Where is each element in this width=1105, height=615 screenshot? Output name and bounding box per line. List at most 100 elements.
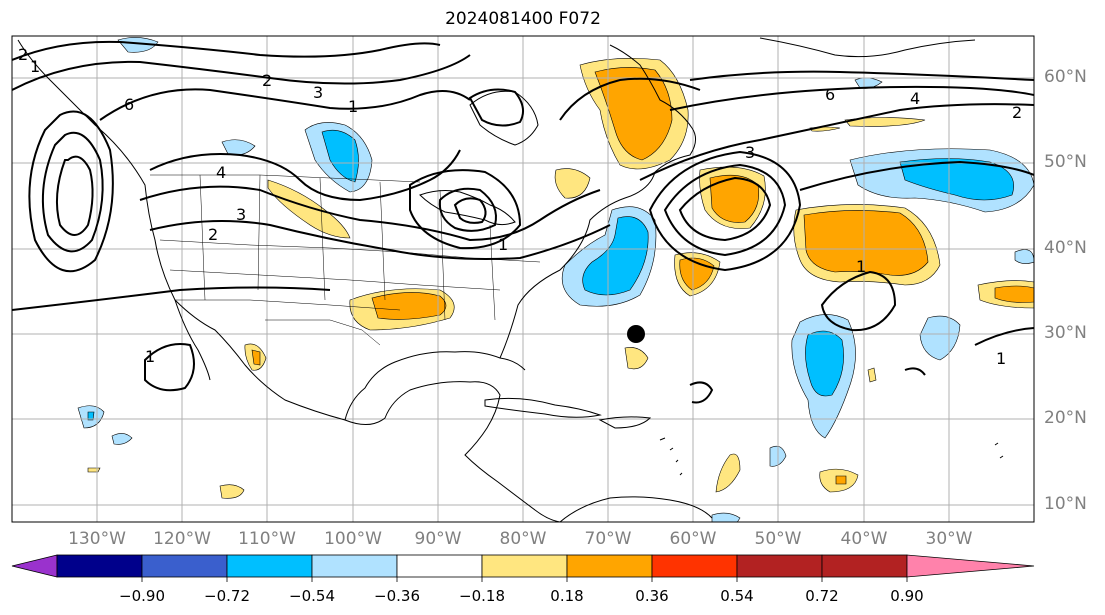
coastline-baja	[174, 299, 211, 381]
contour-west-low	[56, 155, 94, 236]
coastline-gulf	[344, 351, 526, 421]
contour-label: 2	[1012, 103, 1022, 122]
anomaly-light-blue	[117, 37, 159, 53]
contour-label: 1	[348, 97, 358, 116]
contour-ridge	[99, 88, 471, 121]
colorbar-swatch	[311, 554, 398, 578]
lat-label: 10°N	[1044, 494, 1087, 514]
colorbar-tick-label: −0.36	[374, 587, 420, 605]
lat-label: 60°N	[1044, 67, 1087, 87]
anomaly-light-yellow	[219, 484, 245, 499]
contour-subtropical	[904, 367, 926, 376]
anomaly-orange	[251, 349, 261, 366]
anomaly-orange	[803, 210, 929, 276]
anomaly-light-blue	[1014, 249, 1034, 264]
contour-great-lakes-low	[438, 187, 497, 232]
map-title: 2024081400 F072	[445, 9, 601, 29]
contour-atlantic-low	[678, 176, 772, 242]
coastline-greenland	[759, 37, 976, 58]
contour-subtropical	[144, 343, 195, 392]
contour-label: 4	[216, 163, 226, 182]
storm-marker	[627, 325, 645, 343]
colorbar	[11, 554, 1035, 582]
colorbar-tick-label: 0.54	[720, 587, 754, 605]
colorbar-tick-label: 0.72	[805, 587, 839, 605]
colorbar-swatch	[651, 554, 738, 578]
shaded-anomaly-fields	[77, 37, 1034, 522]
contour-west-low	[41, 131, 104, 253]
contour-trough	[149, 220, 611, 260]
anomaly-blue	[87, 411, 95, 421]
anomaly-light-yellow	[867, 367, 877, 383]
lon-label: 80°W	[499, 529, 547, 549]
anomaly-orange	[594, 67, 673, 161]
lat-label: 40°N	[1044, 238, 1087, 258]
lon-label: 30°W	[925, 529, 973, 549]
contour-label: 1	[498, 235, 508, 254]
colorbar-swatch	[226, 554, 313, 578]
anomaly-blue	[582, 216, 649, 296]
anomaly-light-yellow	[554, 168, 591, 199]
anomaly-light-yellow	[624, 347, 649, 370]
colorbar-tick-label: 0.36	[635, 587, 669, 605]
contour-label: 3	[313, 83, 323, 102]
coastline-hispaniola	[598, 416, 652, 429]
colorbar-tick-label: 0.18	[550, 587, 584, 605]
lat-label: 50°N	[1044, 152, 1087, 172]
contour-ridge	[12, 40, 441, 61]
contour-label: 1	[996, 349, 1006, 368]
lon-label: 100°W	[324, 529, 382, 549]
anomaly-blue	[805, 330, 844, 397]
anomaly-light-yellow	[267, 179, 351, 239]
colorbar-swatch	[396, 554, 483, 578]
contour-labels: 6 6 4 4 3 3 3 2 2 2 2 1 1 1 1 1 1	[18, 45, 1022, 368]
contour-atlantic-ridge	[799, 160, 1034, 191]
lat-lon-grid	[12, 36, 1034, 522]
contour-great-lakes-low	[409, 169, 522, 250]
coastline-great-lakes	[419, 190, 516, 226]
contour-atlantic-ridge	[689, 70, 1034, 81]
anomaly-light-yellow	[844, 117, 926, 127]
contour-subtropical	[689, 381, 714, 404]
coastline-islands	[659, 437, 1004, 476]
contour-label: 1	[145, 347, 155, 366]
anomaly-light-yellow	[87, 467, 101, 473]
contour-trough	[139, 185, 601, 242]
anomaly-orange	[835, 475, 847, 485]
anomaly-light-blue	[711, 512, 741, 522]
colorbar-extend-high	[906, 554, 1035, 578]
contour-label: 3	[745, 143, 755, 162]
coastline-hudson	[469, 90, 539, 146]
lon-label: 50°W	[754, 529, 802, 549]
colorbar-swatch	[566, 554, 653, 578]
anomaly-orange	[709, 174, 759, 223]
lon-label: 70°W	[584, 529, 632, 549]
contour-subtropical	[820, 270, 897, 332]
contour-label: 2	[18, 45, 28, 64]
contour-subtropical	[12, 286, 331, 311]
anomaly-light-blue	[221, 139, 256, 156]
contour-label: 1	[30, 57, 40, 76]
lat-label: 30°N	[1044, 323, 1087, 343]
coastline-south-america	[559, 496, 713, 522]
lon-label: 40°W	[840, 529, 888, 549]
colorbar-tick-label: −0.72	[204, 587, 250, 605]
lon-label: 60°W	[669, 529, 717, 549]
coastline-cuba	[484, 397, 602, 418]
anomaly-orange	[371, 292, 447, 320]
contour-label: 2	[262, 71, 272, 90]
contour-great-lakes-low	[453, 197, 487, 224]
contour-atlantic-low	[663, 163, 787, 257]
lon-label: 110°W	[238, 529, 296, 549]
lon-label: 90°W	[414, 529, 462, 549]
contour-label: 6	[124, 95, 134, 114]
anomaly-light-blue	[919, 315, 961, 361]
contour-atlantic-ridge	[669, 85, 1034, 111]
colorbar-swatch	[141, 554, 228, 578]
anomaly-blue	[899, 158, 1014, 201]
contour-label: 6	[825, 85, 835, 104]
contour-trough	[149, 149, 461, 202]
lat-label: 20°N	[1044, 408, 1087, 428]
contour-atlantic-low	[648, 150, 802, 272]
